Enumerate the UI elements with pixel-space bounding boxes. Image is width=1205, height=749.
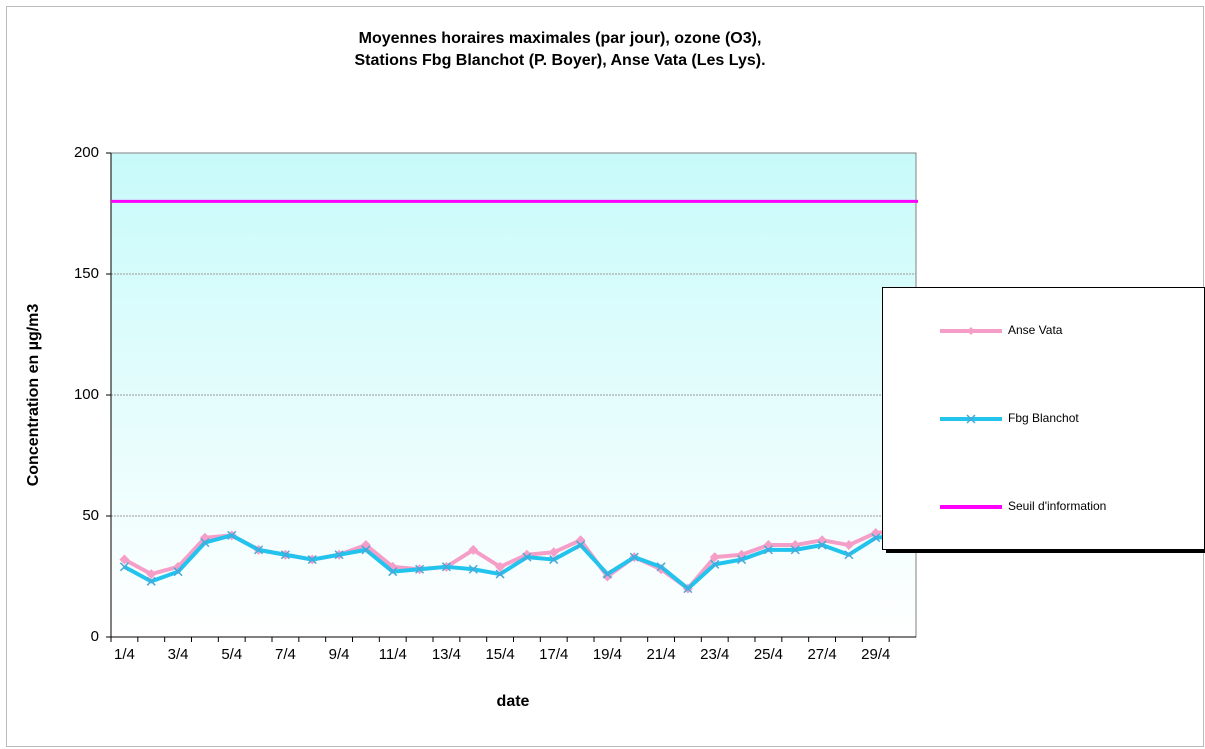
series-line xyxy=(123,533,903,591)
x-tick-label: 3/4 xyxy=(168,646,189,663)
marker xyxy=(441,562,451,572)
y-tick-label: 200 xyxy=(74,144,99,161)
legend-label: Seuil d'information xyxy=(1008,499,1106,513)
marker xyxy=(468,544,479,555)
y-axis-title: Concentration en µg/m3 xyxy=(25,304,42,487)
marker xyxy=(871,533,881,543)
y-tick-label: 0 xyxy=(91,628,99,645)
chart-title: Stations Fbg Blanchot (P. Boyer), Anse V… xyxy=(354,52,765,69)
marker xyxy=(254,545,264,555)
marker xyxy=(495,569,505,579)
plot: 0 50 100 150 200 1/4 3/4 5/4 7/4 9/4 11/4 13/4 15/4 1… xyxy=(74,144,918,663)
marker xyxy=(656,562,666,572)
legend-marker xyxy=(966,414,976,424)
marker xyxy=(683,584,693,594)
legend-items: Anse Vata Fbg Blanchot Seuil d'information xyxy=(940,323,1106,513)
x-tick-label: 13/4 xyxy=(432,646,461,663)
x-tick-label: 17/4 xyxy=(539,646,568,663)
x-tick-label: 19/4 xyxy=(593,646,622,663)
marker xyxy=(629,552,639,562)
x-tick-label: 25/4 xyxy=(754,646,783,663)
legend-marker xyxy=(967,327,975,335)
marker xyxy=(200,538,210,548)
marker xyxy=(307,555,317,565)
marker xyxy=(709,552,720,563)
marker xyxy=(119,554,130,565)
legend xyxy=(882,287,1205,550)
x-tick-label: 27/4 xyxy=(807,646,836,663)
y-tick-label: 150 xyxy=(74,265,99,282)
marker xyxy=(280,550,290,560)
marker xyxy=(227,530,237,540)
marker xyxy=(737,555,747,565)
marker xyxy=(844,550,854,560)
y-tick-label: 50 xyxy=(82,507,99,524)
marker xyxy=(549,555,559,565)
marker xyxy=(817,540,827,550)
x-tick-label: 29/4 xyxy=(861,646,890,663)
marker xyxy=(334,550,344,560)
marker xyxy=(576,540,586,550)
marker xyxy=(522,552,532,562)
x-tick-label: 11/4 xyxy=(379,646,407,663)
marker xyxy=(146,576,156,586)
x-tick-label: 21/4 xyxy=(646,646,675,663)
marker xyxy=(119,562,129,572)
marker xyxy=(495,561,506,572)
marker xyxy=(843,540,854,551)
x-tick-label: 1/4 xyxy=(114,646,135,663)
marker xyxy=(361,545,371,555)
x-tick-label: 9/4 xyxy=(329,646,350,663)
legend-label: Anse Vata xyxy=(1008,323,1063,337)
x-tick-label: 5/4 xyxy=(221,646,242,663)
y-tick-label: 100 xyxy=(74,386,99,403)
chart-title: Moyennes horaires maximales (par jour), … xyxy=(359,30,762,47)
marker xyxy=(415,564,425,574)
marker xyxy=(173,567,183,577)
x-axis-title: date xyxy=(497,693,530,710)
legend-label: Fbg Blanchot xyxy=(1008,411,1079,425)
marker xyxy=(388,567,398,577)
marker xyxy=(602,569,612,579)
marker xyxy=(710,559,720,569)
x-tick-label: 15/4 xyxy=(485,646,514,663)
marker xyxy=(146,569,157,580)
x-tick-label: 23/4 xyxy=(700,646,729,663)
x-tick-label: 7/4 xyxy=(275,646,296,663)
marker xyxy=(763,545,773,555)
marker xyxy=(548,547,559,558)
marker xyxy=(468,564,478,574)
marker xyxy=(790,545,800,555)
